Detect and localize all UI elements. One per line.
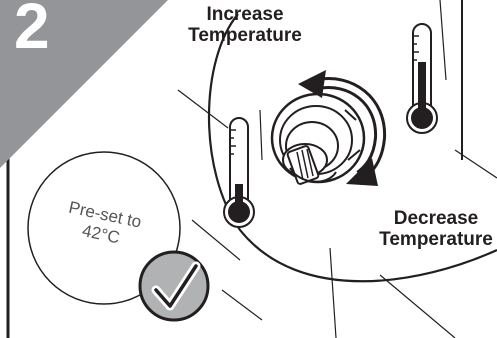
increase-label-line2: Temperature [188, 25, 302, 47]
decrease-label-line1: Decrease [393, 208, 479, 229]
step-number: 2 [14, 0, 50, 62]
thermometer-hot-icon [406, 23, 438, 134]
increase-label-line1: Increase [206, 4, 284, 25]
escutcheon-plate [207, 13, 497, 283]
increase-temperature-label: Increase Temperature [150, 4, 340, 47]
decrease-temperature-label: Decrease Temperature [356, 208, 497, 251]
step-banner [0, 0, 168, 168]
rotation-arrow-icon [298, 70, 387, 186]
checkmark-badge-icon [138, 250, 210, 322]
valve-cartridge [270, 92, 366, 185]
preset-callout [27, 151, 181, 305]
decrease-label-line2: Temperature [379, 229, 493, 251]
thermometer-cold-icon [223, 117, 255, 228]
